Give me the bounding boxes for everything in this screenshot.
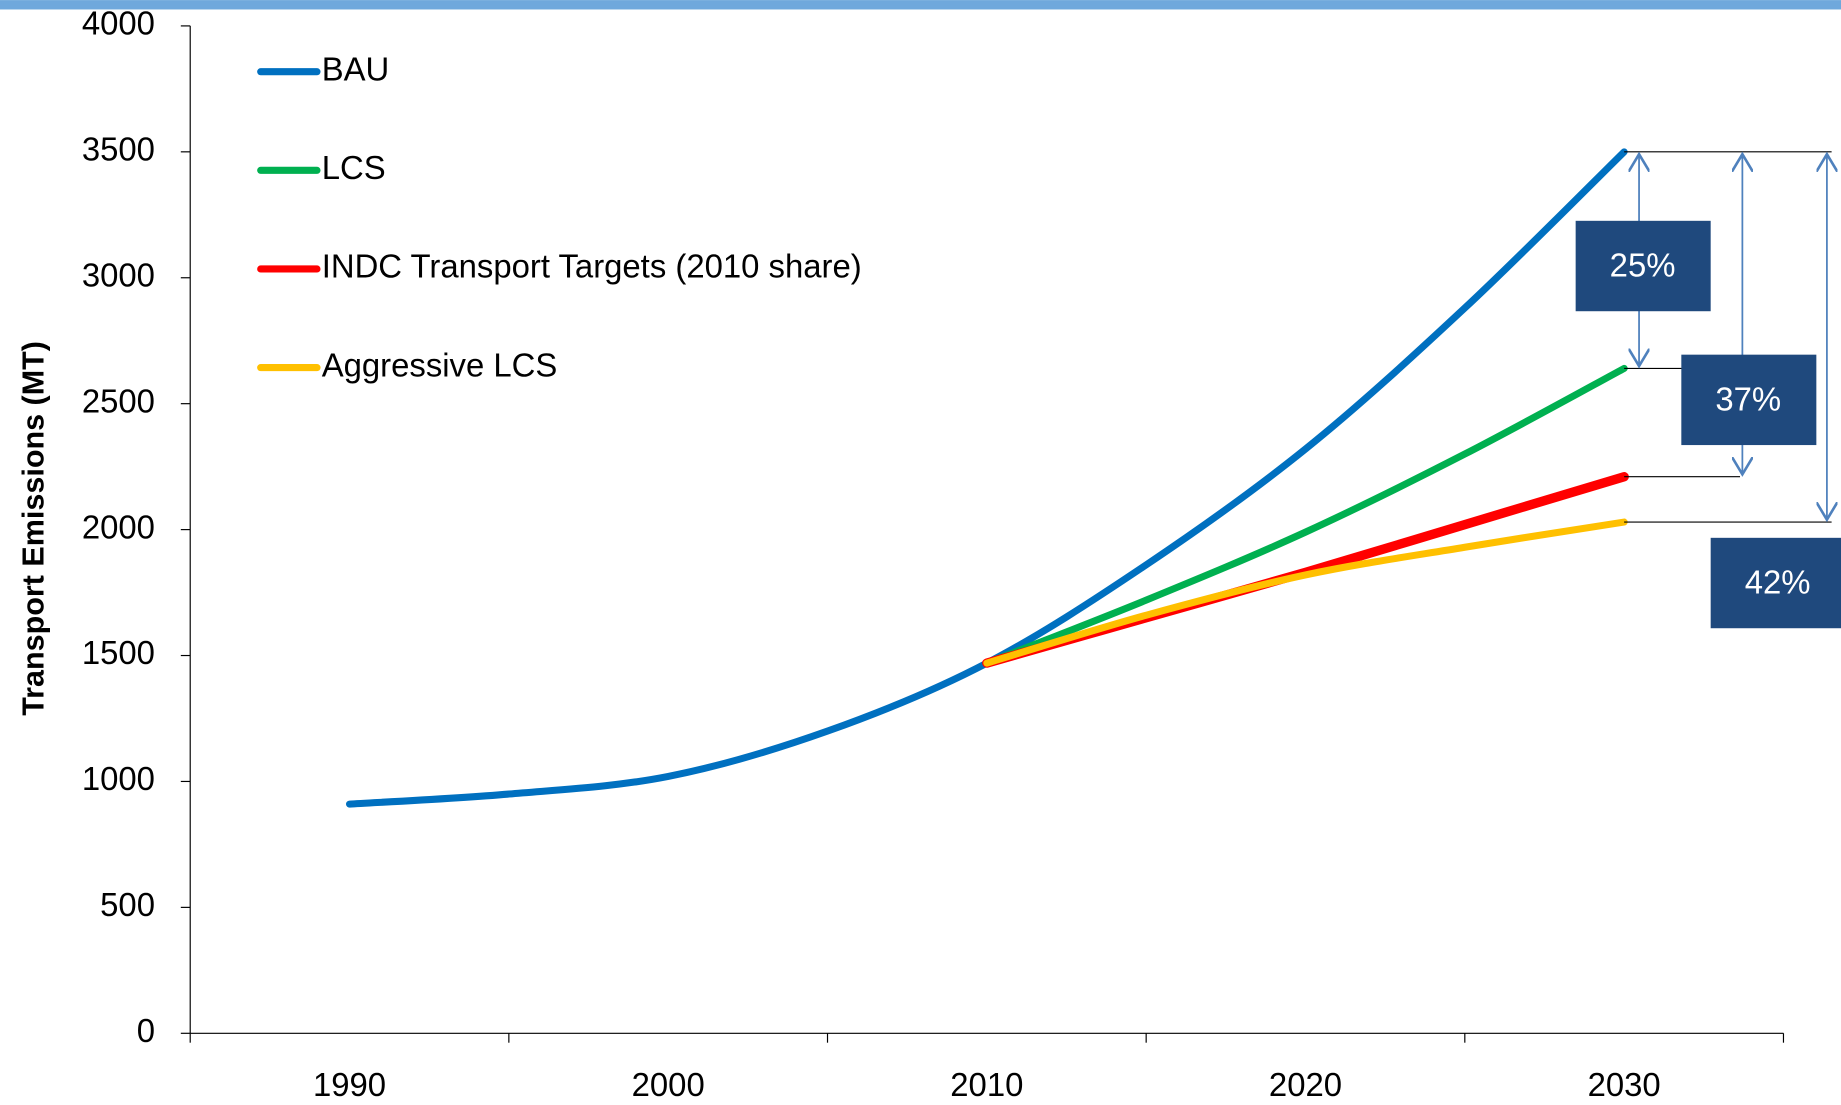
- x-tick-label: 1990: [313, 1066, 386, 1103]
- y-tick-label: 1500: [82, 634, 155, 671]
- legend-label: INDC Transport Targets (2010 share): [322, 248, 862, 285]
- series-line: [983, 518, 1628, 667]
- y-tick-label: 4000: [82, 5, 155, 42]
- x-tick-label: 2010: [950, 1066, 1023, 1103]
- legend-label: LCS: [322, 149, 386, 186]
- legend-label: Aggressive LCS: [322, 346, 558, 383]
- y-tick-label: 2000: [82, 508, 155, 545]
- annotation-label: 25%: [1610, 246, 1676, 283]
- annotation-box: [1710, 537, 1841, 629]
- legend-label: BAU: [322, 50, 390, 87]
- annotation-box: [1575, 220, 1711, 312]
- annotation-label: 37%: [1715, 380, 1781, 417]
- y-tick-label: 2500: [82, 382, 155, 419]
- y-tick-label: 0: [137, 1012, 155, 1049]
- y-tick-label: 3500: [82, 131, 155, 168]
- y-tick-label: 1000: [82, 760, 155, 797]
- x-tick-label: 2020: [1269, 1066, 1342, 1103]
- x-tick-label: 2000: [632, 1066, 705, 1103]
- series-line: [983, 364, 1628, 667]
- top-band: [0, 0, 1841, 10]
- y-tick-label: 3000: [82, 256, 155, 293]
- y-tick-label: 500: [100, 886, 155, 923]
- y-axis-label: Transport Emissions (MT): [16, 341, 50, 716]
- x-tick-label: 2030: [1588, 1066, 1661, 1103]
- annotation-label: 42%: [1745, 563, 1811, 600]
- annotation-box: [1681, 354, 1817, 446]
